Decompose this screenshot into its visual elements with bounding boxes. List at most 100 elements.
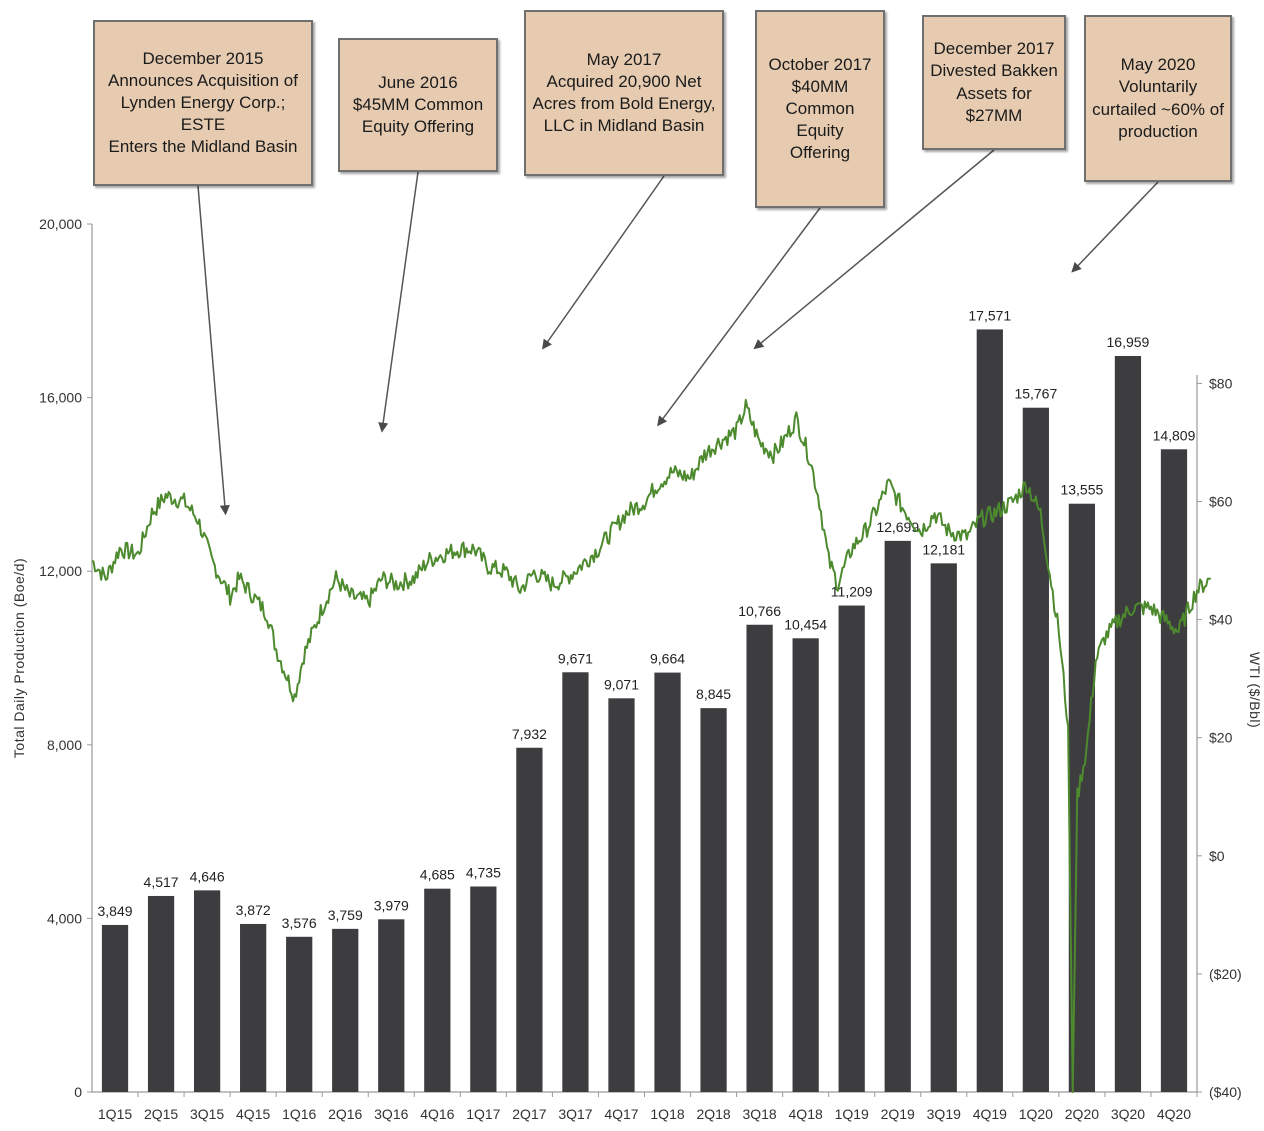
y-tick-label: 0 (74, 1084, 82, 1100)
annotation-arrow (657, 207, 821, 427)
x-tick-label: 3Q15 (190, 1106, 224, 1122)
bar (378, 919, 405, 1092)
x-tick-label: 1Q15 (98, 1106, 132, 1122)
bar (1114, 355, 1142, 1093)
bar (976, 329, 1003, 1093)
y2-tick-label: $80 (1209, 375, 1233, 391)
y-tick-label: 8,000 (47, 737, 82, 753)
bar (240, 923, 267, 1092)
bar-value-label: 13,555 (1060, 482, 1103, 498)
annotation-callout: May 2017 Acquired 20,900 Net Acres from … (524, 10, 724, 176)
bar-value-label: 12,699 (876, 519, 919, 535)
x-tick-label: 4Q20 (1157, 1106, 1191, 1122)
bar-value-label: 3,576 (282, 915, 317, 931)
y-tick-label: 20,000 (39, 216, 82, 232)
x-tick-label: 2Q18 (696, 1106, 730, 1122)
bar-value-label: 9,664 (650, 651, 685, 667)
bar (608, 698, 635, 1092)
bar-value-label: 10,454 (784, 616, 827, 632)
x-tick-label: 1Q16 (282, 1106, 316, 1122)
bar (193, 890, 221, 1092)
annotation-arrow (753, 149, 995, 350)
axes: 0 4,000 8,000 12,000 16,000 20,000 ($40) ($20) $… (11, 216, 1263, 1100)
y-axis-title: Total Daily Production (Boe/d) (11, 558, 27, 758)
y-tick-label: 12,000 (39, 563, 82, 579)
bar-value-label: 3,759 (328, 907, 363, 923)
x-tick-label: 2Q17 (512, 1106, 546, 1122)
bar-value-label: 11,209 (831, 584, 873, 600)
bar (424, 888, 451, 1092)
bar-value-label: 12,181 (922, 541, 965, 557)
y2-tick-label: ($20) (1209, 966, 1242, 982)
y2-tick-label: $60 (1209, 494, 1233, 510)
x-tick-label: 3Q18 (742, 1106, 776, 1122)
x-tick-label: 4Q17 (604, 1106, 638, 1122)
x-tick-label: 1Q20 (1019, 1106, 1053, 1122)
bar (700, 708, 727, 1092)
x-tick-label: 4Q18 (789, 1106, 823, 1122)
bar-value-label: 4,685 (420, 867, 455, 883)
bar (930, 563, 957, 1092)
x-tick-label: 2Q20 (1065, 1106, 1099, 1122)
bar (1022, 407, 1049, 1093)
annotation-arrow (378, 171, 419, 433)
bar (332, 928, 359, 1092)
x-tick-label: 3Q19 (927, 1106, 961, 1122)
callout-arrows (197, 149, 1159, 516)
annotation-callout: May 2020 Voluntarily curtailed ~60% of p… (1084, 15, 1232, 182)
annotation-callout: December 2017 Divested Bakken Assets for… (922, 15, 1066, 150)
x-tick-label: 1Q19 (835, 1106, 869, 1122)
bars: 3,849 1Q15 4,517 2Q15 4,646 3Q15 3,872 4Q15 3,57… (97, 307, 1198, 1122)
bar (746, 624, 773, 1092)
bar-value-label: 4,517 (144, 874, 179, 890)
bar-value-label: 7,932 (512, 726, 547, 742)
bar (838, 605, 865, 1092)
x-tick-label: 4Q19 (973, 1106, 1007, 1122)
x-tick-label: 1Q18 (650, 1106, 684, 1122)
bar-value-label: 17,571 (968, 307, 1011, 323)
bar (884, 540, 911, 1092)
bar-value-label: 4,646 (190, 868, 225, 884)
wti-line (91, 398, 1212, 1093)
x-tick-label: 3Q20 (1111, 1106, 1145, 1122)
y2-tick-label: $40 (1209, 612, 1233, 628)
bar-value-label: 3,872 (236, 902, 271, 918)
x-tick-label: 4Q16 (420, 1106, 454, 1122)
annotation-arrow (197, 185, 230, 516)
bar (654, 672, 681, 1092)
y-tick-label: 16,000 (39, 390, 82, 406)
wti-series-line (91, 398, 1212, 1093)
x-tick-label: 2Q16 (328, 1106, 362, 1122)
bar (1068, 503, 1096, 1092)
annotation-callout: October 2017 $40MM Common Equity Offerin… (755, 10, 885, 208)
x-tick-label: 2Q15 (144, 1106, 178, 1122)
annotation-callout: June 2016 $45MM Common Equity Offering (338, 38, 498, 172)
bar (147, 895, 175, 1092)
bar-value-label: 4,735 (466, 865, 501, 881)
x-tick-label: 4Q15 (236, 1106, 270, 1122)
x-tick-label: 2Q19 (881, 1106, 915, 1122)
annotation-callout: December 2015 Announces Acquisition of L… (93, 20, 313, 186)
x-tick-label: 3Q17 (558, 1106, 592, 1122)
bar (1160, 449, 1188, 1092)
bar (286, 936, 313, 1092)
bar (516, 747, 543, 1092)
y2-axis-title: WTI ($/Bbl) (1247, 652, 1263, 728)
y2-tick-label: ($40) (1209, 1084, 1242, 1100)
y2-tick-label: $0 (1209, 848, 1225, 864)
bar (470, 886, 497, 1092)
annotation-arrow (542, 175, 665, 350)
bar (562, 672, 589, 1092)
y-tick-label: 4,000 (47, 910, 82, 926)
x-tick-label: 1Q17 (466, 1106, 500, 1122)
bar-value-label: 3,849 (97, 903, 132, 919)
y2-tick-label: $20 (1209, 730, 1233, 746)
bar-value-label: 8,845 (696, 686, 731, 702)
bar (792, 638, 819, 1092)
bar-value-label: 15,767 (1014, 386, 1057, 402)
bar-value-label: 3,979 (374, 897, 409, 913)
bar-value-label: 10,766 (738, 603, 781, 619)
x-tick-label: 3Q16 (374, 1106, 408, 1122)
bar (101, 924, 129, 1092)
